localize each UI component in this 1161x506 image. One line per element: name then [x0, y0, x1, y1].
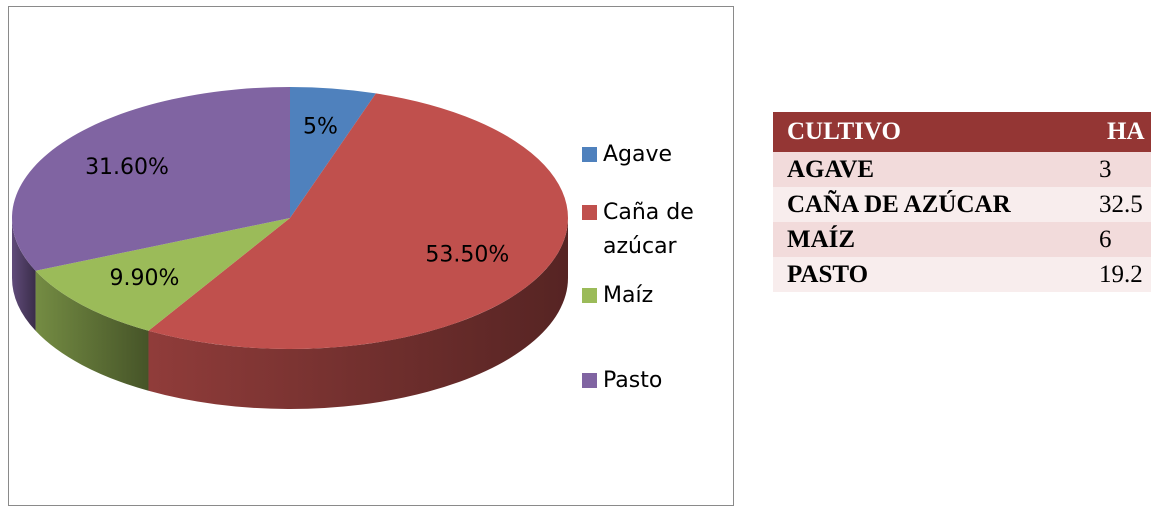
legend-label: Pasto — [603, 368, 663, 393]
slice-side — [12, 218, 36, 331]
table-row: CAÑA DE AZÚCAR 32.5 — [773, 187, 1151, 222]
data-label: 53.50% — [425, 243, 509, 268]
header-row: CULTIVO HA — [773, 112, 1151, 152]
table-cell: 32.5 — [1099, 190, 1143, 218]
table-cell: MAÍZ — [787, 225, 856, 253]
slice — [290, 87, 376, 218]
legend-item: Agave — [582, 138, 702, 172]
legend-swatch — [582, 373, 597, 388]
legend-swatch — [582, 147, 597, 162]
slice-side — [35, 270, 149, 391]
data-label: 31.60% — [85, 155, 169, 180]
slice — [11, 87, 290, 331]
slice — [148, 93, 568, 409]
data-label: 9.90% — [109, 266, 179, 291]
slice-top — [35, 218, 290, 331]
data-label: 5% — [303, 114, 338, 139]
slice — [35, 218, 290, 391]
table-row: AGAVE 3 — [773, 152, 1151, 187]
legend-item: Pasto — [582, 364, 702, 398]
slice-top — [11, 87, 290, 271]
legend-label: Caña de azúcar — [603, 200, 694, 259]
header-cell: CULTIVO — [773, 112, 1093, 152]
table-cell: 3 — [1099, 155, 1112, 183]
table-row: MAÍZ 6 — [773, 222, 1151, 257]
data-table: CULTIVO HA AGAVE 3 CAÑA DE AZÚCAR 32.5 MAÍZ 6… — [773, 112, 1151, 292]
table-cell: PASTO — [787, 260, 869, 288]
chart: 5% 53.50% 9.90% 31.60% — [11, 87, 568, 409]
slice-top — [290, 87, 376, 218]
legend-label: Agave — [603, 142, 673, 167]
legend-item: Caña de azúcar — [582, 196, 702, 264]
table-row: PASTO 19.2 — [773, 257, 1151, 292]
legend-swatch — [582, 205, 597, 220]
slice-top — [148, 93, 568, 350]
table-cell: CAÑA DE AZÚCAR — [787, 190, 1011, 218]
legend-label: Maíz — [603, 283, 654, 308]
legend-item: Maíz — [582, 279, 702, 313]
table-cell: AGAVE — [787, 155, 875, 183]
page: 5% 53.50% 9.90% 31.60% Agave Caña de azúcar M… — [8, 6, 1151, 506]
legend-swatch — [582, 288, 597, 303]
table-cell: 19.2 — [1099, 260, 1143, 288]
table-cell: 6 — [1099, 225, 1112, 253]
header-cell: HA — [1093, 112, 1151, 152]
slice-side — [148, 218, 568, 409]
